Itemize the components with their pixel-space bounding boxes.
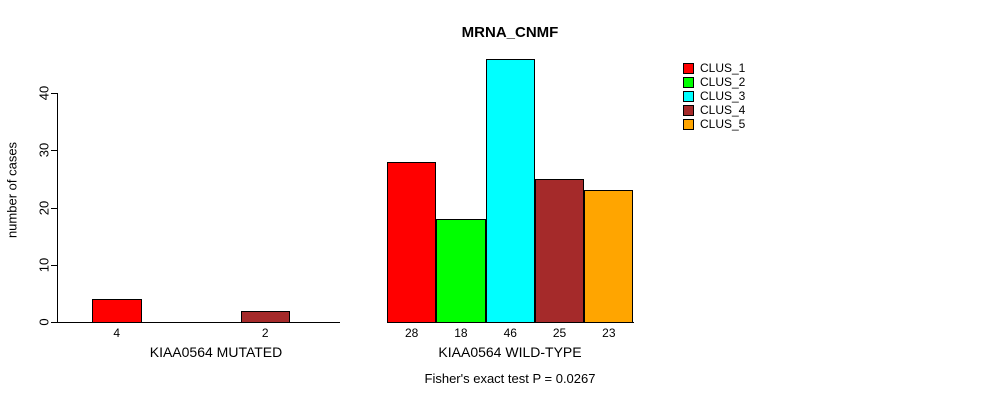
y-axis-tick [51,150,58,152]
legend-item: CLUS_4 [683,103,745,117]
legend-swatch-clus1 [683,62,694,74]
legend-item: CLUS_1 [683,61,745,75]
y-axis-tick [51,264,58,266]
bar-value-label: 18 [454,326,468,340]
group-label-wildtype: KIAA0564 WILD-TYPE [438,344,582,360]
bar-value-label: 4 [113,326,121,340]
bar-value-label: 28 [404,326,419,340]
bar-clus_1 [387,162,437,323]
legend-swatch-clus3 [683,90,694,102]
bar-clus_1 [92,299,142,323]
chart-title: MRNA_CNMF [461,24,559,41]
legend-label: CLUS_3 [700,89,746,103]
legend-swatch-clus5 [683,118,694,130]
y-tick-label: 40 [36,85,52,101]
y-axis-tick [51,93,58,94]
legend-label: CLUS_5 [700,117,746,131]
legend-item: CLUS_3 [683,89,745,103]
y-tick-label: 30 [36,143,52,158]
y-tick-label: 10 [36,257,52,272]
legend-item: CLUS_5 [683,117,745,131]
bar-value-label: 23 [602,326,616,340]
legend-swatch-clus2 [683,76,694,88]
x-axis-line [58,322,340,323]
legend-label: CLUS_4 [700,103,746,117]
y-axis-label: number of cases [4,141,20,239]
bar-clus_2 [436,219,486,323]
bar-clus_5 [584,190,634,323]
group-label-mutated: KIAA0564 MUTATED [149,344,283,360]
fisher-test-annotation: Fisher's exact test P = 0.0267 [424,371,596,386]
legend: CLUS_1 CLUS_2 CLUS_3 CLUS_4 CLUS_5 [683,61,745,131]
bar-value-label: 46 [503,326,517,340]
y-tick-label: 20 [36,200,52,215]
y-axis-tick [51,207,58,209]
legend-label: CLUS_1 [700,61,746,75]
y-axis-tick [51,322,58,323]
legend-swatch-clus4 [683,104,694,116]
y-tick-label: 0 [36,318,52,326]
bar-value-label: 25 [552,326,567,340]
bar-value-label: 2 [261,326,269,340]
bar-clus_4 [240,311,290,323]
bar-clus_3 [485,59,535,323]
legend-label: CLUS_2 [700,75,746,89]
legend-item: CLUS_2 [683,75,745,89]
bar-clus_4 [534,179,585,323]
